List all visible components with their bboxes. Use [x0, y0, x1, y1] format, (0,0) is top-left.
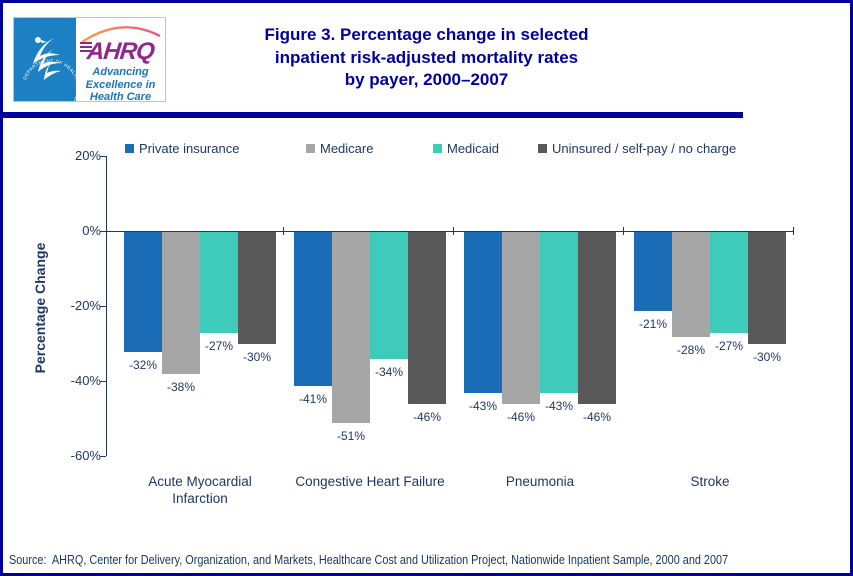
bar-value-label: -21%	[638, 316, 667, 331]
bar-value-label: -43%	[468, 398, 497, 413]
category-label: Acute Myocardial Infarction	[148, 474, 252, 506]
legend-item-private-insurance: Private insurance	[125, 140, 239, 156]
legend-label: Private insurance	[139, 140, 240, 156]
bar-medicaid	[200, 232, 238, 334]
category-boundary-tick	[283, 227, 284, 235]
y-tick-label: -60%	[70, 447, 101, 463]
category-label: Pneumonia	[505, 474, 575, 489]
bar-value-label: -46%	[412, 410, 441, 425]
y-axis-tick	[100, 156, 106, 157]
figure-title: Figure 3. Percentage change in selected …	[3, 24, 850, 92]
bar-value-label: -27%	[204, 339, 233, 354]
bar-medicaid	[710, 232, 748, 334]
bar-value-label: -46%	[582, 410, 611, 425]
y-axis-tick	[100, 455, 106, 457]
ahrq-tagline: Advancing Excellence in Health Care	[76, 66, 165, 104]
bar-value-label: -43%	[544, 398, 573, 413]
legend-label: Medicaid	[447, 140, 500, 156]
bar-medicaid	[540, 232, 578, 393]
tagline-line-1: Advancing	[92, 66, 149, 78]
figure-title-line-2: inpatient risk-adjusted mortality rates	[274, 47, 579, 67]
legend-label: Uninsured / self-pay / no charge	[552, 140, 737, 156]
bar-value-label: -41%	[298, 391, 327, 406]
y-axis-tick	[100, 380, 106, 382]
y-tick-label: -40%	[70, 372, 101, 388]
legend-item-uninsured: Uninsured / self-pay / no charge	[538, 140, 736, 156]
legend-marker-icon	[125, 143, 134, 153]
bar-value-label: -27%	[714, 339, 743, 354]
bar-uninsured-self-pay-no-charge	[578, 232, 616, 405]
legend-marker-icon	[306, 143, 315, 153]
bar-medicare	[332, 232, 370, 423]
bar-medicaid	[370, 232, 408, 360]
category-boundary-tick	[453, 227, 454, 235]
legend-item-medicaid: Medicaid	[433, 140, 499, 156]
bar-value-label: -28%	[676, 342, 705, 357]
category-boundary-tick	[793, 227, 794, 235]
bar-medicare	[162, 232, 200, 375]
category-label: Congestive Heart Failure	[295, 474, 445, 489]
y-axis-tick	[100, 305, 106, 307]
bar-private-insurance	[124, 232, 162, 352]
y-tick-label: 20%	[74, 148, 101, 163]
y-axis-tick	[100, 230, 106, 232]
ahrq-arc-icon	[81, 26, 161, 43]
bar-private-insurance	[634, 232, 672, 311]
bar-value-label: -34%	[374, 365, 403, 380]
category-label: Stroke	[690, 474, 730, 489]
ahrq-panel: AHRQ Advancing Excellence in Health Care	[76, 18, 165, 104]
legend-label: Medicare	[320, 140, 374, 156]
y-axis-line	[106, 156, 107, 456]
bar-value-label: -46%	[506, 410, 535, 425]
bar-private-insurance	[464, 232, 502, 393]
bar-value-label: -30%	[752, 350, 781, 365]
legend-item-medicare: Medicare	[306, 140, 373, 156]
bar-private-insurance	[294, 232, 332, 386]
bar-value-label: -30%	[242, 350, 271, 365]
bar-uninsured-self-pay-no-charge	[748, 232, 786, 345]
figure-title-line-1: Figure 3. Percentage change in selected	[264, 25, 589, 44]
figure-title-line-3: by payer, 2000–2007	[344, 70, 509, 89]
legend-marker-icon	[433, 143, 442, 153]
bar-value-label: -38%	[166, 380, 195, 395]
wordmark-speed-lines-icon	[80, 40, 92, 54]
bar-chart-plot-area: 20% 0% -20% -40% -60% -32% -41% -43% -21% -38% -51…	[3, 3, 850, 573]
bar-medicare	[502, 232, 540, 405]
bar-uninsured-self-pay-no-charge	[238, 232, 276, 345]
tagline-line-2: Excellence in	[85, 78, 156, 91]
category-boundary-tick	[623, 227, 624, 235]
y-tick-label: 0%	[82, 222, 101, 238]
tagline-line-3: Health Care	[89, 91, 152, 103]
bar-value-label: -51%	[336, 428, 365, 443]
bar-uninsured-self-pay-no-charge	[408, 232, 446, 405]
y-tick-label: -20%	[70, 297, 101, 313]
bar-medicare	[672, 232, 710, 337]
header-divider	[3, 112, 743, 118]
legend-marker-icon	[538, 143, 547, 153]
bar-value-label: -32%	[128, 357, 157, 372]
x-axis-line	[106, 231, 793, 232]
source-note: Source: AHRQ, Center for Delivery, Organ…	[9, 553, 729, 567]
